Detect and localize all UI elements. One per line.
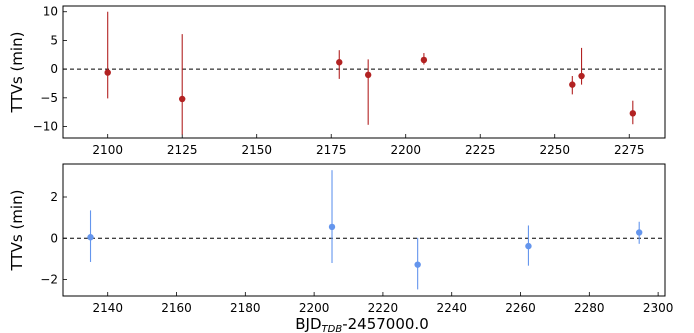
- data-point-top-6: [578, 72, 585, 80]
- data-point-top-4: [420, 56, 428, 64]
- plot-frame-top: [62, 5, 666, 139]
- x-axis-label: BJDTDB-2457000.0: [295, 315, 428, 333]
- x-tick-label-top-2125: 2125: [167, 143, 198, 157]
- data-point-bottom-4: [636, 229, 643, 236]
- x-tick-label-bottom-2220: 2220: [368, 301, 399, 315]
- y-tick-label-bottom-0: 0: [50, 231, 58, 245]
- x-tick-label-bottom-2200: 2200: [299, 301, 330, 315]
- x-tick-label-bottom-2240: 2240: [436, 301, 467, 315]
- x-tick-label-top-2250: 2250: [539, 143, 570, 157]
- x-tick-label-bottom-2260: 2260: [505, 301, 536, 315]
- x-tick-label-top-2200: 2200: [390, 143, 421, 157]
- y-tick-label-top--5: −5: [40, 91, 58, 105]
- x-tick-label-bottom-2140: 2140: [92, 301, 123, 315]
- x-tick-label-top-2150: 2150: [241, 143, 272, 157]
- data-point-top-1: [179, 95, 186, 103]
- plot-frame-bottom: [62, 163, 666, 297]
- data-point-top-5: [569, 81, 576, 88]
- data-point-bottom-1: [328, 223, 336, 231]
- y-tick-label-bottom--2: −2: [40, 273, 58, 287]
- data-point-top-3: [364, 71, 372, 79]
- x-axis-label-subscript: TDB: [322, 324, 343, 333]
- x-tick-label-top-2275: 2275: [614, 143, 645, 157]
- data-point-bottom-0: [87, 234, 94, 241]
- y-tick-label-top-5: 5: [50, 33, 58, 47]
- x-tick-label-bottom-2160: 2160: [161, 301, 192, 315]
- x-tick-label-bottom-2300: 2300: [643, 301, 674, 315]
- x-axis-label-suffix: -2457000.0: [342, 315, 429, 333]
- y-tick-label-top-0: 0: [50, 62, 58, 76]
- y-tick-label-bottom-2: 2: [50, 190, 58, 204]
- y-axis-label-bottom: TTVs (min): [8, 190, 26, 272]
- x-tick-label-top-2225: 2225: [465, 143, 496, 157]
- y-tick-label-top--10: −10: [33, 120, 58, 134]
- y-tick-label-top-10: 10: [43, 5, 58, 19]
- x-tick-label-bottom-2180: 2180: [230, 301, 261, 315]
- x-tick-label-top-2100: 2100: [92, 143, 123, 157]
- data-point-top-2: [336, 59, 343, 66]
- x-tick-label-bottom-2280: 2280: [574, 301, 605, 315]
- x-tick-label-top-2175: 2175: [316, 143, 347, 157]
- ttv-panel-bottom: 2140 2160 2180 2200 2220 2240 2260 2280 2300 2 0 −2…: [8, 163, 674, 315]
- y-axis-label-top: TTVs (min): [8, 32, 26, 114]
- data-point-top-0: [104, 69, 111, 76]
- x-axis-label-main: BJD: [295, 315, 321, 333]
- data-point-bottom-3: [525, 242, 532, 250]
- ttv-panel-top: 2100 2125 2150 2175 2200 2225 2250 2275 10 5 0 −5 −1…: [8, 5, 666, 157]
- data-point-top-7: [629, 110, 637, 117]
- data-point-bottom-2: [414, 261, 421, 268]
